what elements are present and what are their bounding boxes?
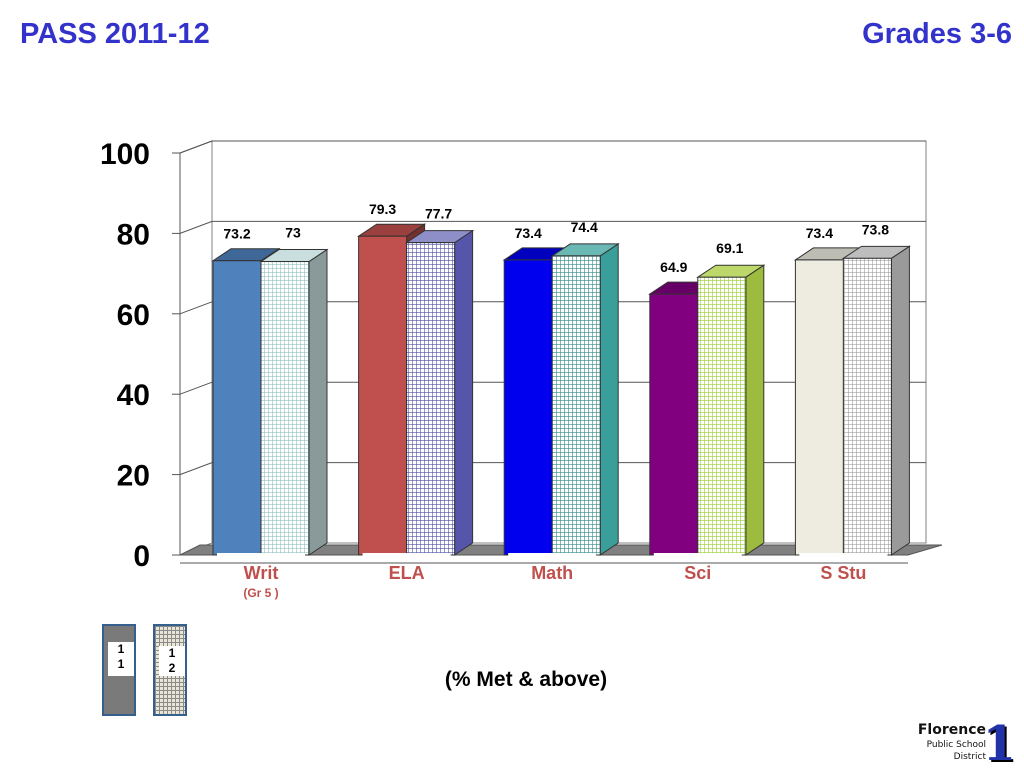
bar-side xyxy=(454,229,474,556)
data-label: 69.1 xyxy=(716,240,743,256)
data-label: 64.9 xyxy=(660,259,687,275)
legend-label-line1: 1 xyxy=(168,646,176,660)
gridline-side xyxy=(179,140,213,154)
bar xyxy=(406,242,456,556)
bar-side xyxy=(308,248,328,556)
district-logo: Florence Public School District 1 xyxy=(908,716,1018,772)
category-labels: Writ (Gr 5 ) ELA Math Sci S Stu xyxy=(243,563,866,600)
data-label: 73 xyxy=(285,225,301,241)
bar xyxy=(503,259,553,556)
gridline-side xyxy=(179,462,213,476)
bar xyxy=(649,293,699,556)
logo-number: 1 xyxy=(982,716,1016,772)
legend-item-11: 1 1 xyxy=(102,624,136,716)
bar-side xyxy=(599,242,619,556)
category-label-box xyxy=(217,553,305,557)
chart-bars xyxy=(211,223,912,557)
y-tick-label: 20 xyxy=(117,460,150,493)
data-label: 73.4 xyxy=(806,225,833,241)
legend-label-line2: 2 xyxy=(168,661,176,675)
category-label-box xyxy=(653,553,742,557)
legend-label-11: 1 1 xyxy=(108,642,134,676)
page-title: PASS 2011-12 xyxy=(20,18,210,50)
bar xyxy=(697,276,747,556)
category-label: Sci xyxy=(684,563,711,583)
logo-name: Florence xyxy=(917,722,986,738)
y-tick-label: 60 xyxy=(117,299,150,332)
data-label: 79.3 xyxy=(369,201,396,217)
bar xyxy=(260,261,310,556)
y-axis: 0 20 40 60 80 100 xyxy=(100,138,908,573)
bar xyxy=(358,235,408,556)
legend-label-12: 1 2 xyxy=(159,646,185,676)
gridline-side xyxy=(179,220,213,234)
category-label: Writ xyxy=(244,563,279,583)
data-label: 73.8 xyxy=(862,221,889,237)
legend-item-12: 1 2 xyxy=(153,624,187,716)
bar xyxy=(212,260,262,556)
bar xyxy=(794,259,844,556)
category-label-box xyxy=(799,553,888,557)
data-label: 73.2 xyxy=(223,226,250,242)
gridline-side xyxy=(179,381,213,395)
data-label: 77.7 xyxy=(425,206,452,222)
y-tick-label: 80 xyxy=(117,218,150,251)
logo-line2: Public School xyxy=(926,740,986,750)
category-label-box xyxy=(362,553,451,557)
side-wall xyxy=(179,140,213,556)
gridline-side xyxy=(179,301,213,315)
y-tick-label: 0 xyxy=(133,540,150,573)
category-label: Math xyxy=(531,563,573,583)
y-tick-label: 40 xyxy=(117,379,150,412)
y-tick-label: 100 xyxy=(100,138,150,171)
bar-side xyxy=(890,245,910,556)
logo-line3: District xyxy=(953,752,986,762)
category-label-box xyxy=(508,553,597,557)
legend-label-line2: 1 xyxy=(117,657,125,671)
grades-heading: Grades 3-6 xyxy=(862,18,1012,50)
bar xyxy=(842,257,892,556)
bar xyxy=(551,255,601,556)
category-label: ELA xyxy=(389,563,425,583)
category-sublabel: (Gr 5 ) xyxy=(243,586,278,600)
bar-side xyxy=(745,264,765,556)
category-label: S Stu xyxy=(820,563,866,583)
legend-label-line1: 1 xyxy=(117,642,125,656)
data-label: 73.4 xyxy=(515,225,542,241)
chart-footnote: (% Met & above) xyxy=(444,668,608,691)
data-labels: 73.2 73 79.3 77.7 73.4 74.4 64.9 69.1 73.4 73.8 xyxy=(223,201,889,275)
data-label: 74.4 xyxy=(571,219,598,235)
